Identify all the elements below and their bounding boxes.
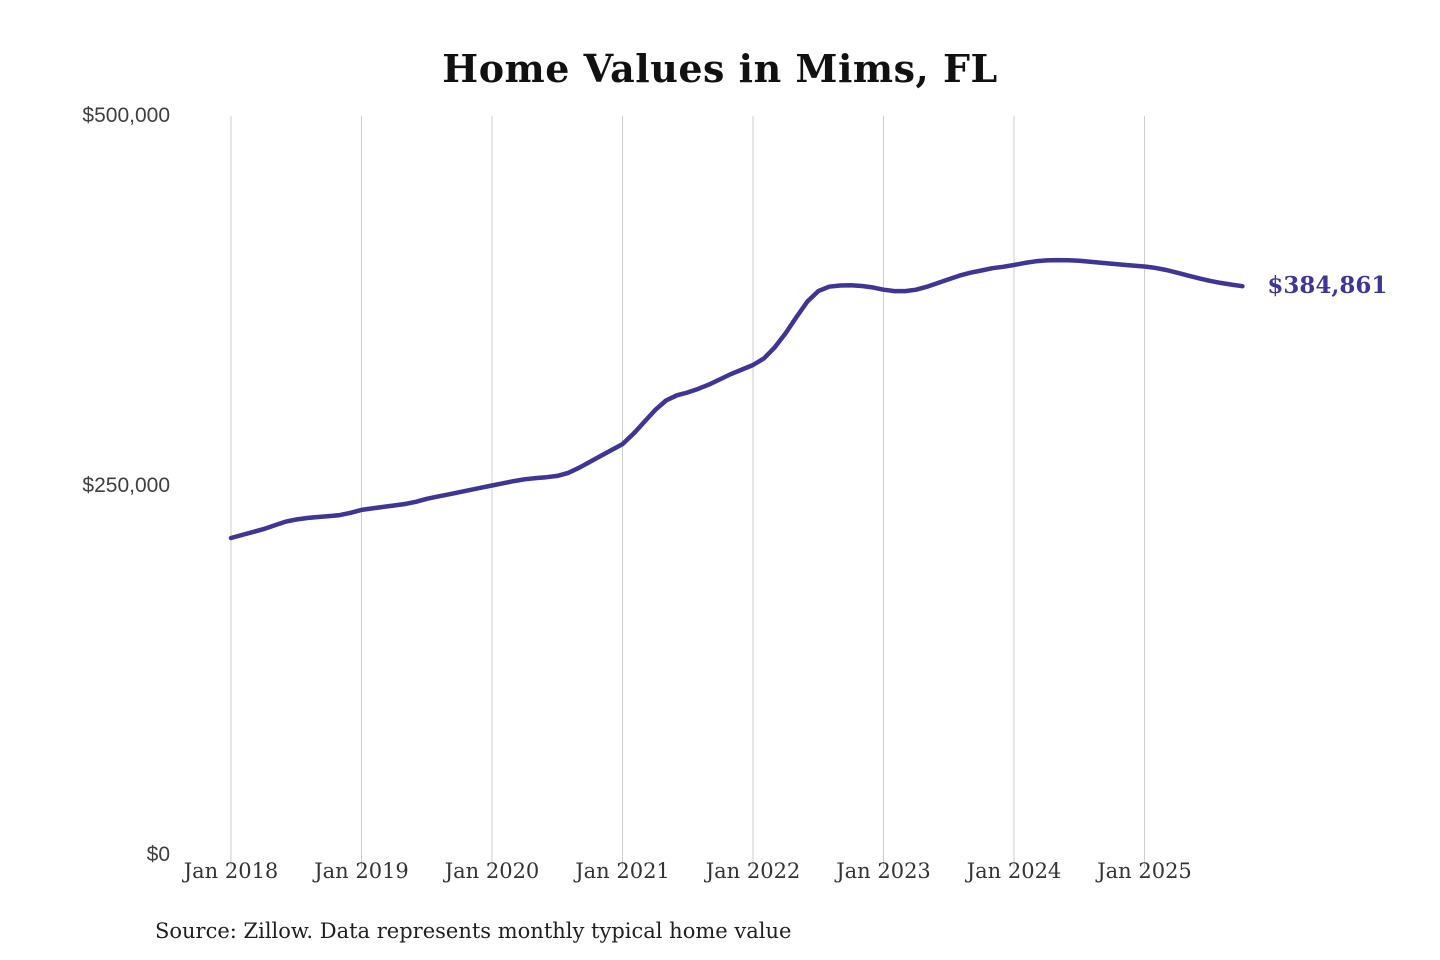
y-tick-label: $250,000	[82, 473, 170, 497]
source-note: Source: Zillow. Data represents monthly …	[155, 919, 792, 943]
current-value-label: $384,861	[1267, 272, 1388, 300]
x-tick-label: Jan 2018	[183, 859, 279, 883]
x-tick-label: Jan 2023	[836, 859, 931, 883]
x-tick-label: Jan 2025	[1097, 859, 1192, 883]
home-value-line	[228, 257, 1245, 541]
x-tick-label: Jan 2020	[444, 859, 540, 883]
y-tick-label: $0	[146, 843, 170, 866]
chart-title: Home Values in Mims, FL	[442, 46, 998, 91]
x-tick-label: Jan 2022	[705, 859, 801, 883]
x-tick-label: Jan 2019	[314, 859, 409, 883]
x-tick-label: Jan 2024	[966, 859, 1062, 883]
x-tick-label: Jan 2021	[575, 859, 670, 883]
y-tick-label: $500,000	[82, 104, 170, 127]
